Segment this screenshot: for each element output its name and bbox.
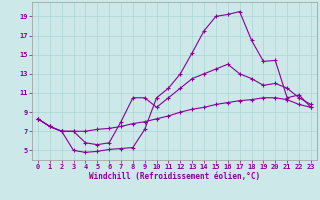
X-axis label: Windchill (Refroidissement éolien,°C): Windchill (Refroidissement éolien,°C)	[89, 172, 260, 181]
